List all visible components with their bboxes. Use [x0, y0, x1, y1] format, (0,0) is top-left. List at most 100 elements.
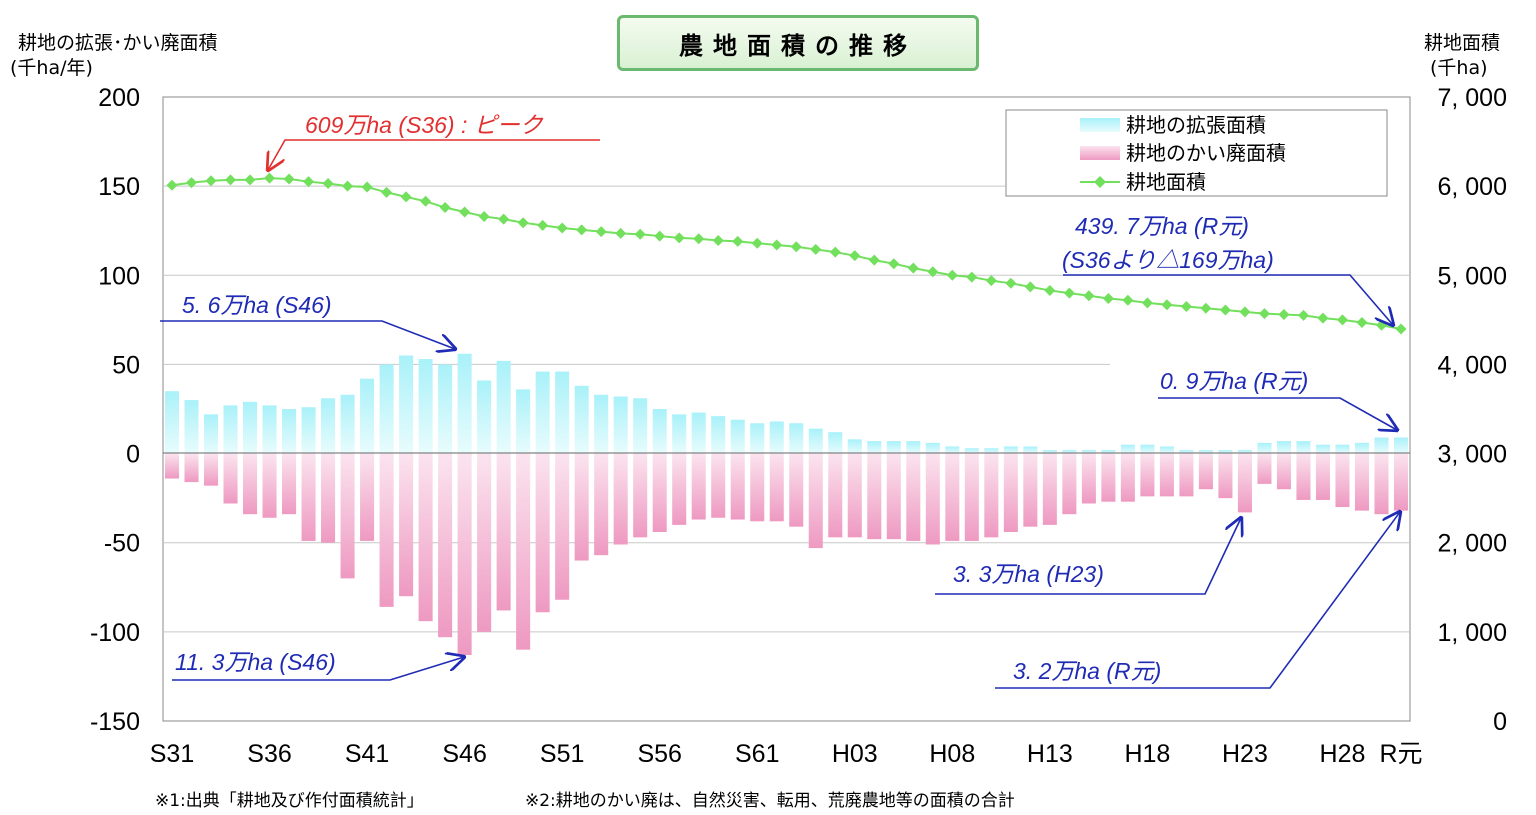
area-point	[186, 177, 198, 189]
expansion-bar	[262, 405, 277, 454]
area-point	[654, 230, 666, 242]
expansion-bars	[164, 353, 1409, 454]
area-point	[712, 235, 724, 247]
area-point	[888, 258, 900, 270]
area-point	[459, 206, 471, 218]
area-point	[1219, 304, 1231, 316]
area-point	[810, 243, 822, 255]
left-axis-tick: 50	[112, 351, 140, 379]
footnote-definition: ※2:耕地のかい廃は、自然災害、転用、荒廃農地等の面積の合計	[525, 791, 1015, 811]
annotation-peak-label: 609万ha (S36) : ピーク	[305, 112, 544, 138]
abandonment-bar	[984, 453, 999, 538]
expansion-bar	[203, 414, 219, 454]
abandonment-bar	[1081, 453, 1096, 504]
abandonment-bar	[613, 453, 628, 545]
area-point	[1024, 281, 1036, 293]
abandonment-bar	[243, 453, 258, 515]
area-point	[1044, 284, 1056, 296]
abandonment-bar	[1393, 453, 1409, 511]
expansion-bar	[789, 423, 804, 454]
x-axis-tick: S41	[345, 740, 389, 768]
expansion-bar	[574, 385, 589, 454]
abandonment-bar	[1198, 453, 1213, 490]
x-axis-tick: H23	[1222, 740, 1268, 768]
abandonment-bar	[360, 453, 375, 541]
annotation-aba-s46-label: 11. 3万ha (S46)	[175, 649, 336, 675]
area-point	[1200, 302, 1212, 314]
area-point	[1005, 277, 1017, 289]
abandonment-bar	[399, 453, 414, 597]
abandonment-bar	[379, 453, 394, 607]
expansion-bar	[769, 421, 784, 454]
area-point	[1180, 300, 1192, 312]
expansion-bar	[399, 355, 414, 454]
abandonment-bar	[633, 453, 648, 538]
right-axis-unit: (千ha)	[1430, 57, 1488, 79]
expansion-bar	[886, 441, 901, 454]
area-point	[166, 179, 178, 191]
expansion-bar	[828, 432, 843, 454]
area-point	[1239, 306, 1251, 318]
area-point	[1395, 323, 1407, 335]
area-point	[673, 232, 685, 244]
legend-label-abandonment: 耕地のかい廃面積	[1126, 142, 1286, 165]
abandonment-bar	[1276, 453, 1291, 490]
abandonment-bar	[964, 453, 979, 541]
expansion-bar	[594, 394, 609, 454]
area-point	[322, 177, 334, 189]
area-point	[927, 266, 939, 278]
abandonment-bar	[730, 453, 745, 520]
area-line-path	[171, 177, 1402, 331]
area-point	[946, 269, 958, 281]
expansion-bar	[1081, 450, 1096, 454]
abandonment-bar	[457, 453, 472, 656]
area-point	[342, 180, 354, 192]
abandonment-bar	[438, 453, 453, 638]
x-axis-tick: H03	[832, 740, 878, 768]
area-point	[634, 228, 646, 240]
abandonment-bar	[1354, 453, 1370, 511]
right-axis-tick: 4, 000	[1437, 351, 1507, 379]
expansion-bar	[360, 378, 375, 454]
x-axis-tick: S46	[442, 740, 486, 768]
expansion-bar	[672, 414, 687, 454]
abandonment-bar	[828, 453, 843, 538]
area-point	[849, 250, 861, 262]
annotation-aba-h23: 3. 3万ha (H23)	[935, 518, 1241, 595]
abandonment-bar	[203, 453, 219, 486]
legend-swatch-abandonment	[1080, 146, 1120, 160]
area-point	[868, 254, 880, 266]
abandonment-bar	[555, 453, 570, 600]
abandonment-bar	[847, 453, 862, 538]
expansion-bar	[340, 394, 355, 454]
right-axis-title: 耕地面積	[1424, 32, 1501, 54]
abandonment-bar	[1023, 453, 1038, 527]
area-point	[1336, 314, 1348, 326]
annotation-exp-r1-label: 0. 9万ha (R元)	[1160, 368, 1308, 394]
expansion-bar	[1179, 450, 1194, 454]
x-axis-tick: S51	[540, 740, 584, 768]
abandonment-bar	[1237, 453, 1252, 513]
legend-label-expansion: 耕地の拡張面積	[1126, 114, 1266, 137]
expansion-bar	[379, 364, 394, 454]
expansion-bar	[984, 448, 999, 454]
abandonment-bar	[164, 453, 180, 479]
area-point	[517, 217, 529, 229]
expansion-bar	[1276, 441, 1291, 454]
x-axis-tick: H18	[1124, 740, 1170, 768]
area-point	[244, 174, 256, 186]
annotation-current-label-2: (S36より△169万ha)	[1062, 247, 1274, 273]
abandonment-bar	[223, 453, 238, 504]
plot-frame	[162, 96, 1411, 722]
expansion-bar	[711, 416, 726, 454]
expansion-bar	[457, 353, 472, 454]
abandonment-bar	[1042, 453, 1057, 525]
abandonment-bar	[1062, 453, 1077, 515]
expansion-bar	[282, 409, 297, 454]
abandonment-bar	[321, 453, 336, 543]
expansion-bar	[847, 439, 862, 454]
area-point	[595, 226, 607, 238]
expansion-bar	[438, 364, 453, 454]
abandonment-bar	[516, 453, 531, 650]
abandonment-bar	[184, 453, 199, 483]
